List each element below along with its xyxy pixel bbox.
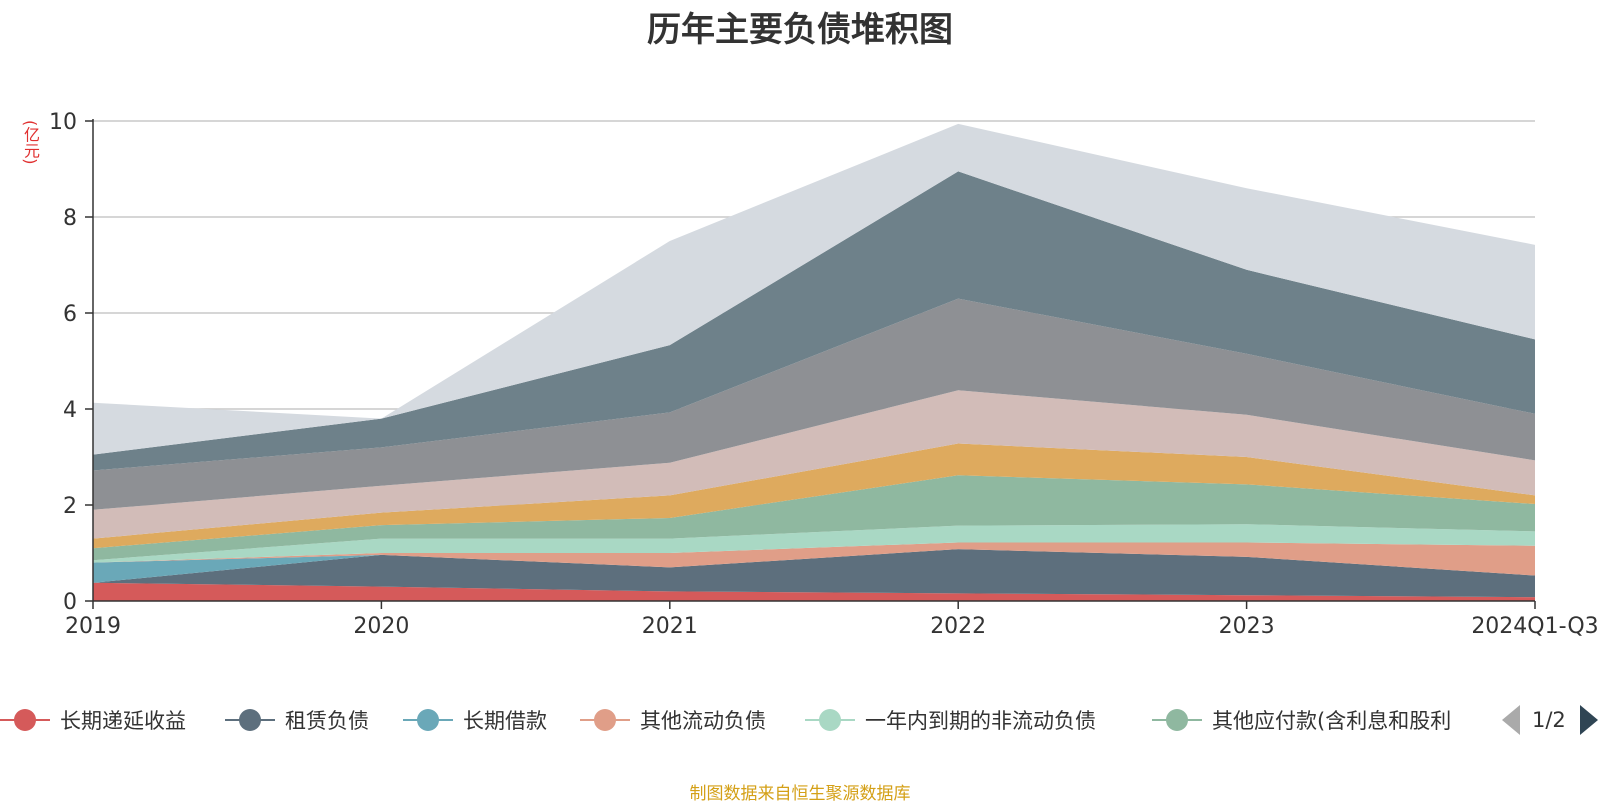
legend-label: 长期借款 [463, 709, 547, 733]
legend-marker-icon [225, 700, 275, 740]
area-series-10 [93, 171, 1535, 471]
area-series-4 [93, 542, 1535, 576]
legend-item[interactable]: 其他应付款(含利息和股利 [1152, 700, 1451, 740]
legend-item[interactable]: 租赁负债 [225, 700, 369, 740]
axes: 0 2 4 6 8 10 2019 2020 2021 2022 2023 2024Q1-Q3 [49, 110, 1599, 639]
x-tick-label: 2022 [930, 614, 986, 639]
y-tick-label: 10 [49, 110, 77, 135]
legend-item[interactable]: 一年内到期的非流动负债 [805, 700, 1096, 740]
area-series-2 [93, 549, 1535, 598]
y-tick-label: 2 [63, 494, 77, 519]
legend-next-page-icon[interactable] [1579, 705, 1598, 735]
area-series-5 [93, 524, 1535, 563]
area-series-11 [93, 123, 1535, 455]
legend-marker-icon [403, 700, 453, 740]
legend-label: 一年内到期的非流动负债 [865, 709, 1096, 733]
source-note: 制图数据来自恒生聚源数据库 [689, 784, 911, 804]
area-series-1 [93, 582, 1535, 601]
legend-page-indicator: 1/2 [1532, 708, 1566, 732]
x-tick-label: 2019 [65, 614, 121, 639]
area-series-layer [93, 123, 1535, 601]
x-tick-label: 2021 [642, 614, 698, 639]
y-tick-label: 0 [63, 590, 77, 615]
legend-item[interactable]: 长期递延收益 [0, 700, 186, 740]
area-series-6 [93, 475, 1535, 561]
x-tick-label: 2023 [1219, 614, 1275, 639]
area-series-9 [93, 298, 1535, 510]
legend-label: 长期递延收益 [60, 709, 186, 733]
y-axis-unit-label: (亿元) [21, 120, 40, 165]
legend-item[interactable]: 其他流动负债 [580, 700, 766, 740]
legend-marker-icon [580, 700, 630, 740]
y-tick-label: 6 [63, 302, 77, 327]
legend-label: 租赁负债 [285, 709, 369, 733]
y-tick-label: 8 [63, 206, 77, 231]
x-tick-label: 2024Q1-Q3 [1471, 614, 1598, 639]
legend-label: 其他流动负债 [640, 709, 766, 733]
legend-item[interactable]: 长期借款 [403, 700, 547, 740]
legend-marker-icon [0, 700, 50, 740]
legend-marker-icon [1152, 700, 1202, 740]
area-series-7 [93, 443, 1535, 549]
chart-title: 历年主要负债堆积图 [647, 10, 953, 50]
chart-legend: 长期递延收益 租赁负债 长期借款 其他流动负债 一年内到期的非流动负债 其他应付款(含利息… [0, 700, 1600, 740]
y-tick-label: 4 [63, 398, 77, 423]
legend-prev-page-icon[interactable] [1502, 705, 1520, 735]
x-tick-label: 2020 [353, 614, 409, 639]
legend-label: 其他应付款(含利息和股利 [1212, 709, 1452, 733]
legend-marker-icon [805, 700, 855, 740]
legend-pager: 1/2 [1502, 700, 1598, 740]
area-series-8 [93, 390, 1535, 539]
